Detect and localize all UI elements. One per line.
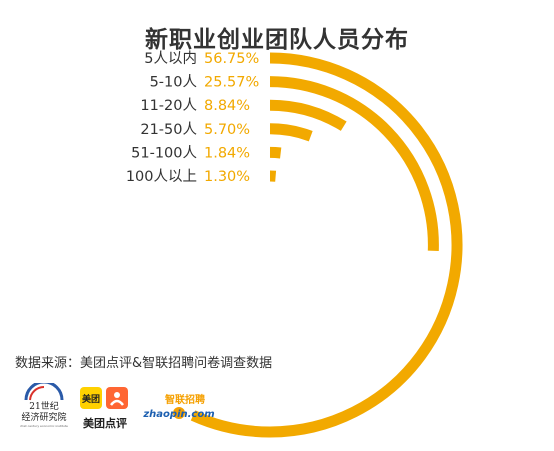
arc-bar-2 (269, 76, 439, 252)
category-label-4: 21-50人 (140, 121, 197, 138)
category-label-2: 5-10人 (150, 74, 197, 91)
value-label-4: 5.70% (204, 122, 250, 138)
category-label-3: 11-20人 (140, 97, 197, 114)
arc-bar-4 (269, 123, 313, 142)
data-source-note: 数据来源：美团点评&智联招聘问卷调查数据 (15, 356, 273, 371)
arc-bar-1 (190, 52, 463, 438)
economics-institute-logo-line1: 21世纪 (29, 400, 58, 412)
value-label-3: 8.84% (204, 98, 250, 114)
zhaopin-logo-cn: 智联招聘 (165, 393, 205, 406)
zhaopin-logo-en: zhaopin.com (143, 409, 215, 420)
economics-institute-logo-line2: 经济研究院 (21, 411, 66, 423)
value-label-5: 1.84% (204, 145, 250, 161)
zhaopin-logo: 智联招聘 zhaopin.com (143, 393, 215, 420)
arc-bar-5 (269, 146, 282, 159)
value-label-2: 25.57% (204, 75, 259, 91)
chart-title: 新职业创业团队人员分布 (145, 27, 409, 53)
category-label-5: 51-100人 (131, 144, 197, 161)
economics-institute-logo-line3: 21st century economic institute (20, 424, 68, 428)
value-label-6: 1.30% (204, 169, 250, 185)
category-label-6: 100人以上 (126, 168, 197, 185)
economics-institute-logo: 21世纪 经济研究院 21st century economic institu… (20, 383, 68, 428)
meituan-dianping-logo: 美团 美团点评 (80, 387, 128, 430)
value-label-1: 56.75% (204, 51, 259, 67)
category-label-1: 5人以内 (144, 50, 197, 67)
meituan-logo-text: 美团 (82, 393, 100, 405)
meituan-dianping-logo-text: 美团点评 (83, 416, 127, 430)
arc-bar-3 (269, 99, 347, 131)
